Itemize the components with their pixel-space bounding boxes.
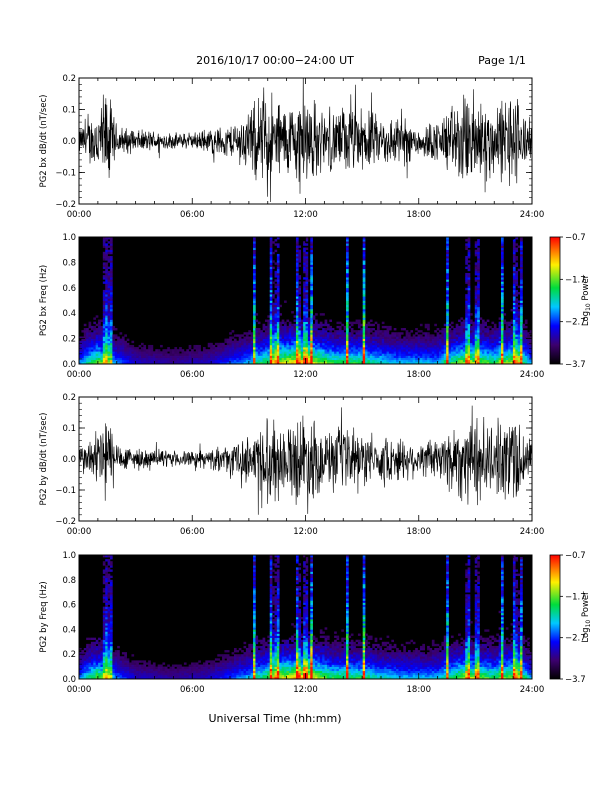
colorbar-tick-label: −1.7 [565, 592, 586, 602]
y-tick-label: 1.0 [62, 551, 76, 561]
y-tick-label: 0.0 [62, 360, 76, 370]
x-tick-label: 06:00 [180, 370, 205, 380]
x-tick-label: 00:00 [67, 685, 92, 695]
x-tick-label: 06:00 [180, 210, 205, 220]
waveform-trace [79, 405, 532, 515]
colorbar-tick-label: −1.7 [565, 275, 586, 285]
y-tick-label: 0.2 [62, 393, 76, 403]
colorbar [549, 554, 561, 680]
y-tick-label: −0.1 [55, 486, 76, 496]
y-tick-label: 0.6 [62, 284, 76, 294]
x-tick-label: 18:00 [407, 527, 432, 537]
colorbar-label: Log10 Power [581, 591, 592, 643]
x-tick-label: 00:00 [67, 527, 92, 537]
x-tick-label: 00:00 [67, 370, 92, 380]
plot-title: 2016/10/17 00:00−24:00 UT [196, 54, 354, 67]
x-tick-label: 12:00 [293, 210, 318, 220]
y-tick-label: −0.2 [55, 200, 76, 210]
y-axis-label: PG2 bx Freq (Hz) [39, 265, 49, 336]
colorbar-tick-label: −0.7 [565, 551, 586, 561]
y-tick-label: 0.2 [62, 335, 76, 345]
x-tick-label: 12:00 [293, 370, 318, 380]
y-tick-label: 0.4 [62, 625, 76, 635]
y-tick-label: 0.2 [62, 74, 76, 84]
x-tick-label: 24:00 [520, 527, 545, 537]
y-tick-label: 0.6 [62, 601, 76, 611]
y-axis-label: PG2 by Freq (Hz) [39, 581, 49, 652]
x-tick-label: 12:00 [293, 527, 318, 537]
y-tick-label: 0.0 [62, 455, 76, 465]
x-tick-label: 06:00 [180, 685, 205, 695]
x-tick-label: 24:00 [520, 685, 545, 695]
x-axis-label: Universal Time (hh:mm) [209, 712, 342, 725]
x-tick-label: 24:00 [520, 210, 545, 220]
by-spectrogram-panel: −0.7 −1.7 −2.7 −3.7 Log10 Power 00:00 06:00 12:… [39, 551, 592, 695]
y-tick-label: 0.8 [62, 258, 76, 268]
y-tick-label: 0.1 [62, 424, 76, 434]
bx-dbdt-panel: 00:00 06:00 12:00 18:00 24:00 −0.2 −0.1 0.0 0.1 0… [39, 74, 545, 220]
y-axis-label: PG2 bx dB/dt (nT/sec) [39, 95, 49, 188]
colorbar-tick-label: −0.7 [565, 233, 586, 243]
by-dbdt-panel: 00:00 06:00 12:00 18:00 24:00 −0.2 −0.1 0.0 0.1 0… [39, 393, 544, 537]
x-tick-label: 24:00 [520, 370, 545, 380]
y-tick-label: 0.1 [62, 106, 76, 116]
waveform-trace [79, 78, 532, 203]
y-tick-label: −0.2 [55, 517, 76, 527]
colorbar-tick-label: −2.7 [565, 634, 586, 644]
y-tick-label: 0.0 [62, 137, 76, 147]
x-tick-label: 18:00 [407, 370, 432, 380]
y-tick-label: 0.8 [62, 576, 76, 586]
bx-spectrogram-panel: −0.7 −1.7 −2.7 −3.7 Log10 Power 00:00 06:00 12:… [39, 233, 592, 380]
y-tick-label: −0.1 [55, 169, 76, 179]
colorbar-label: Log10 Power [581, 274, 592, 326]
colorbar-tick-label: −3.7 [565, 675, 586, 685]
x-tick-label: 18:00 [407, 210, 432, 220]
colorbar-tick-label: −2.7 [565, 318, 586, 328]
colorbar [549, 236, 561, 365]
x-tick-label: 06:00 [180, 527, 205, 537]
x-tick-label: 00:00 [67, 210, 92, 220]
y-tick-label: 0.4 [62, 309, 76, 319]
x-tick-label: 12:00 [293, 685, 318, 695]
page-number: Page 1/1 [478, 54, 526, 67]
y-tick-label: 0.2 [62, 650, 76, 660]
y-tick-label: 1.0 [62, 233, 76, 243]
x-tick-label: 18:00 [407, 685, 432, 695]
y-tick-label: 0.0 [62, 675, 76, 685]
colorbar-tick-label: −3.7 [565, 360, 586, 370]
y-axis-label: PG2 by dB/dt (nT/sec) [39, 413, 49, 506]
